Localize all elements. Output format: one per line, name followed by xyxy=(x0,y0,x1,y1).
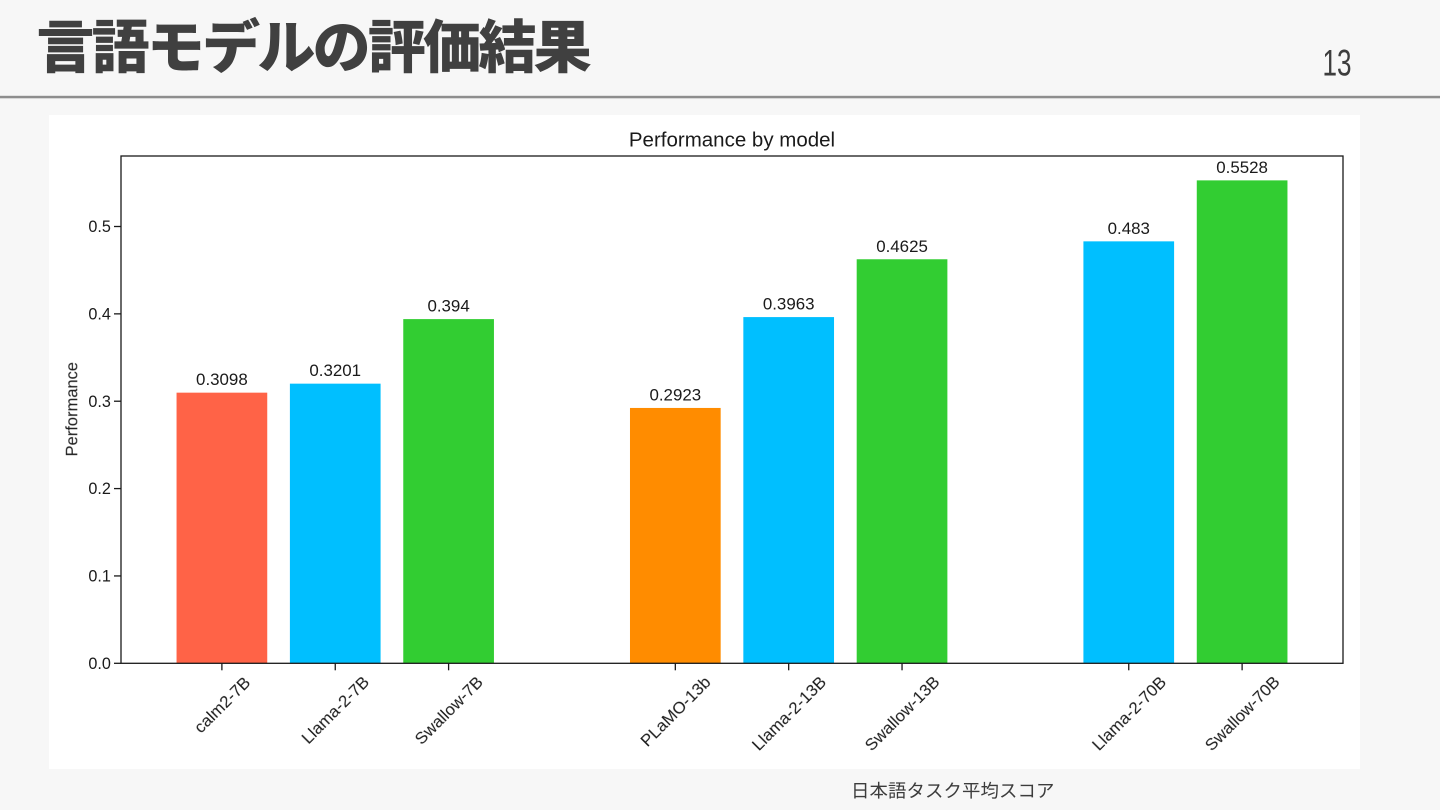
svg-text:0.4: 0.4 xyxy=(88,305,111,323)
svg-text:0.3201: 0.3201 xyxy=(309,361,361,380)
svg-text:0.2: 0.2 xyxy=(88,480,111,498)
svg-text:0.1: 0.1 xyxy=(88,568,111,586)
svg-text:0.3963: 0.3963 xyxy=(763,295,815,314)
svg-text:0.5: 0.5 xyxy=(88,218,111,236)
svg-text:Performance: Performance xyxy=(63,362,81,456)
svg-text:13: 13 xyxy=(1323,42,1352,84)
svg-text:0.2923: 0.2923 xyxy=(649,385,701,404)
svg-text:Performance by model: Performance by model xyxy=(629,129,835,152)
svg-text:0.4625: 0.4625 xyxy=(876,237,928,256)
svg-text:0.0: 0.0 xyxy=(88,655,111,673)
svg-text:0.483: 0.483 xyxy=(1108,219,1150,238)
svg-text:0.5528: 0.5528 xyxy=(1216,158,1268,177)
svg-text:0.3: 0.3 xyxy=(88,393,111,411)
svg-text:0.3098: 0.3098 xyxy=(196,370,248,389)
svg-text:0.394: 0.394 xyxy=(427,297,469,316)
